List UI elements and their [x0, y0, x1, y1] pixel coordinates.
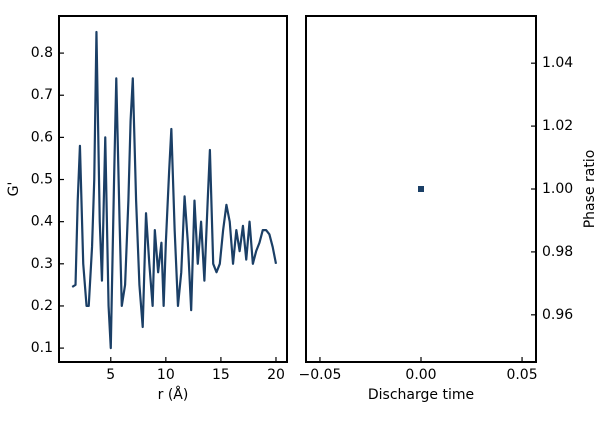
y-tick-label: 0.6 [31, 129, 53, 145]
y-axis-label: G' [6, 182, 22, 197]
y-tick-label: 0.1 [31, 340, 53, 356]
data-line [71, 30, 278, 350]
y-tick-label: 1.04 [542, 55, 573, 71]
y-tick-label: 0.8 [31, 45, 53, 61]
y-tick-label: 0.5 [31, 172, 53, 188]
y-axis-label: Phase ratio [582, 150, 598, 229]
y-tick-label: 0.2 [31, 298, 53, 314]
x-tick-label: 10 [157, 367, 175, 383]
x-tick-label: 0.05 [506, 367, 537, 383]
y-tick-label: 0.3 [31, 256, 53, 272]
y-tick-label: 1.00 [542, 181, 573, 197]
x-axis-label: Discharge time [368, 387, 474, 403]
x-tick-label: 0.00 [405, 367, 436, 383]
x-tick-label: 20 [267, 367, 285, 383]
y-tick-label: 1.02 [542, 118, 573, 134]
x-tick-label: 15 [212, 367, 230, 383]
y-tick-label: 0.4 [31, 214, 53, 230]
plot-frame [58, 15, 288, 363]
data-point [418, 186, 424, 192]
x-tick-label: 5 [106, 367, 115, 383]
y-tick-label: 0.96 [542, 307, 573, 323]
y-tick-label: 0.98 [542, 244, 573, 260]
y-tick-label: 0.7 [31, 87, 53, 103]
x-axis-label: r (Å) [158, 386, 189, 403]
x-tick-label: −0.05 [298, 367, 341, 383]
